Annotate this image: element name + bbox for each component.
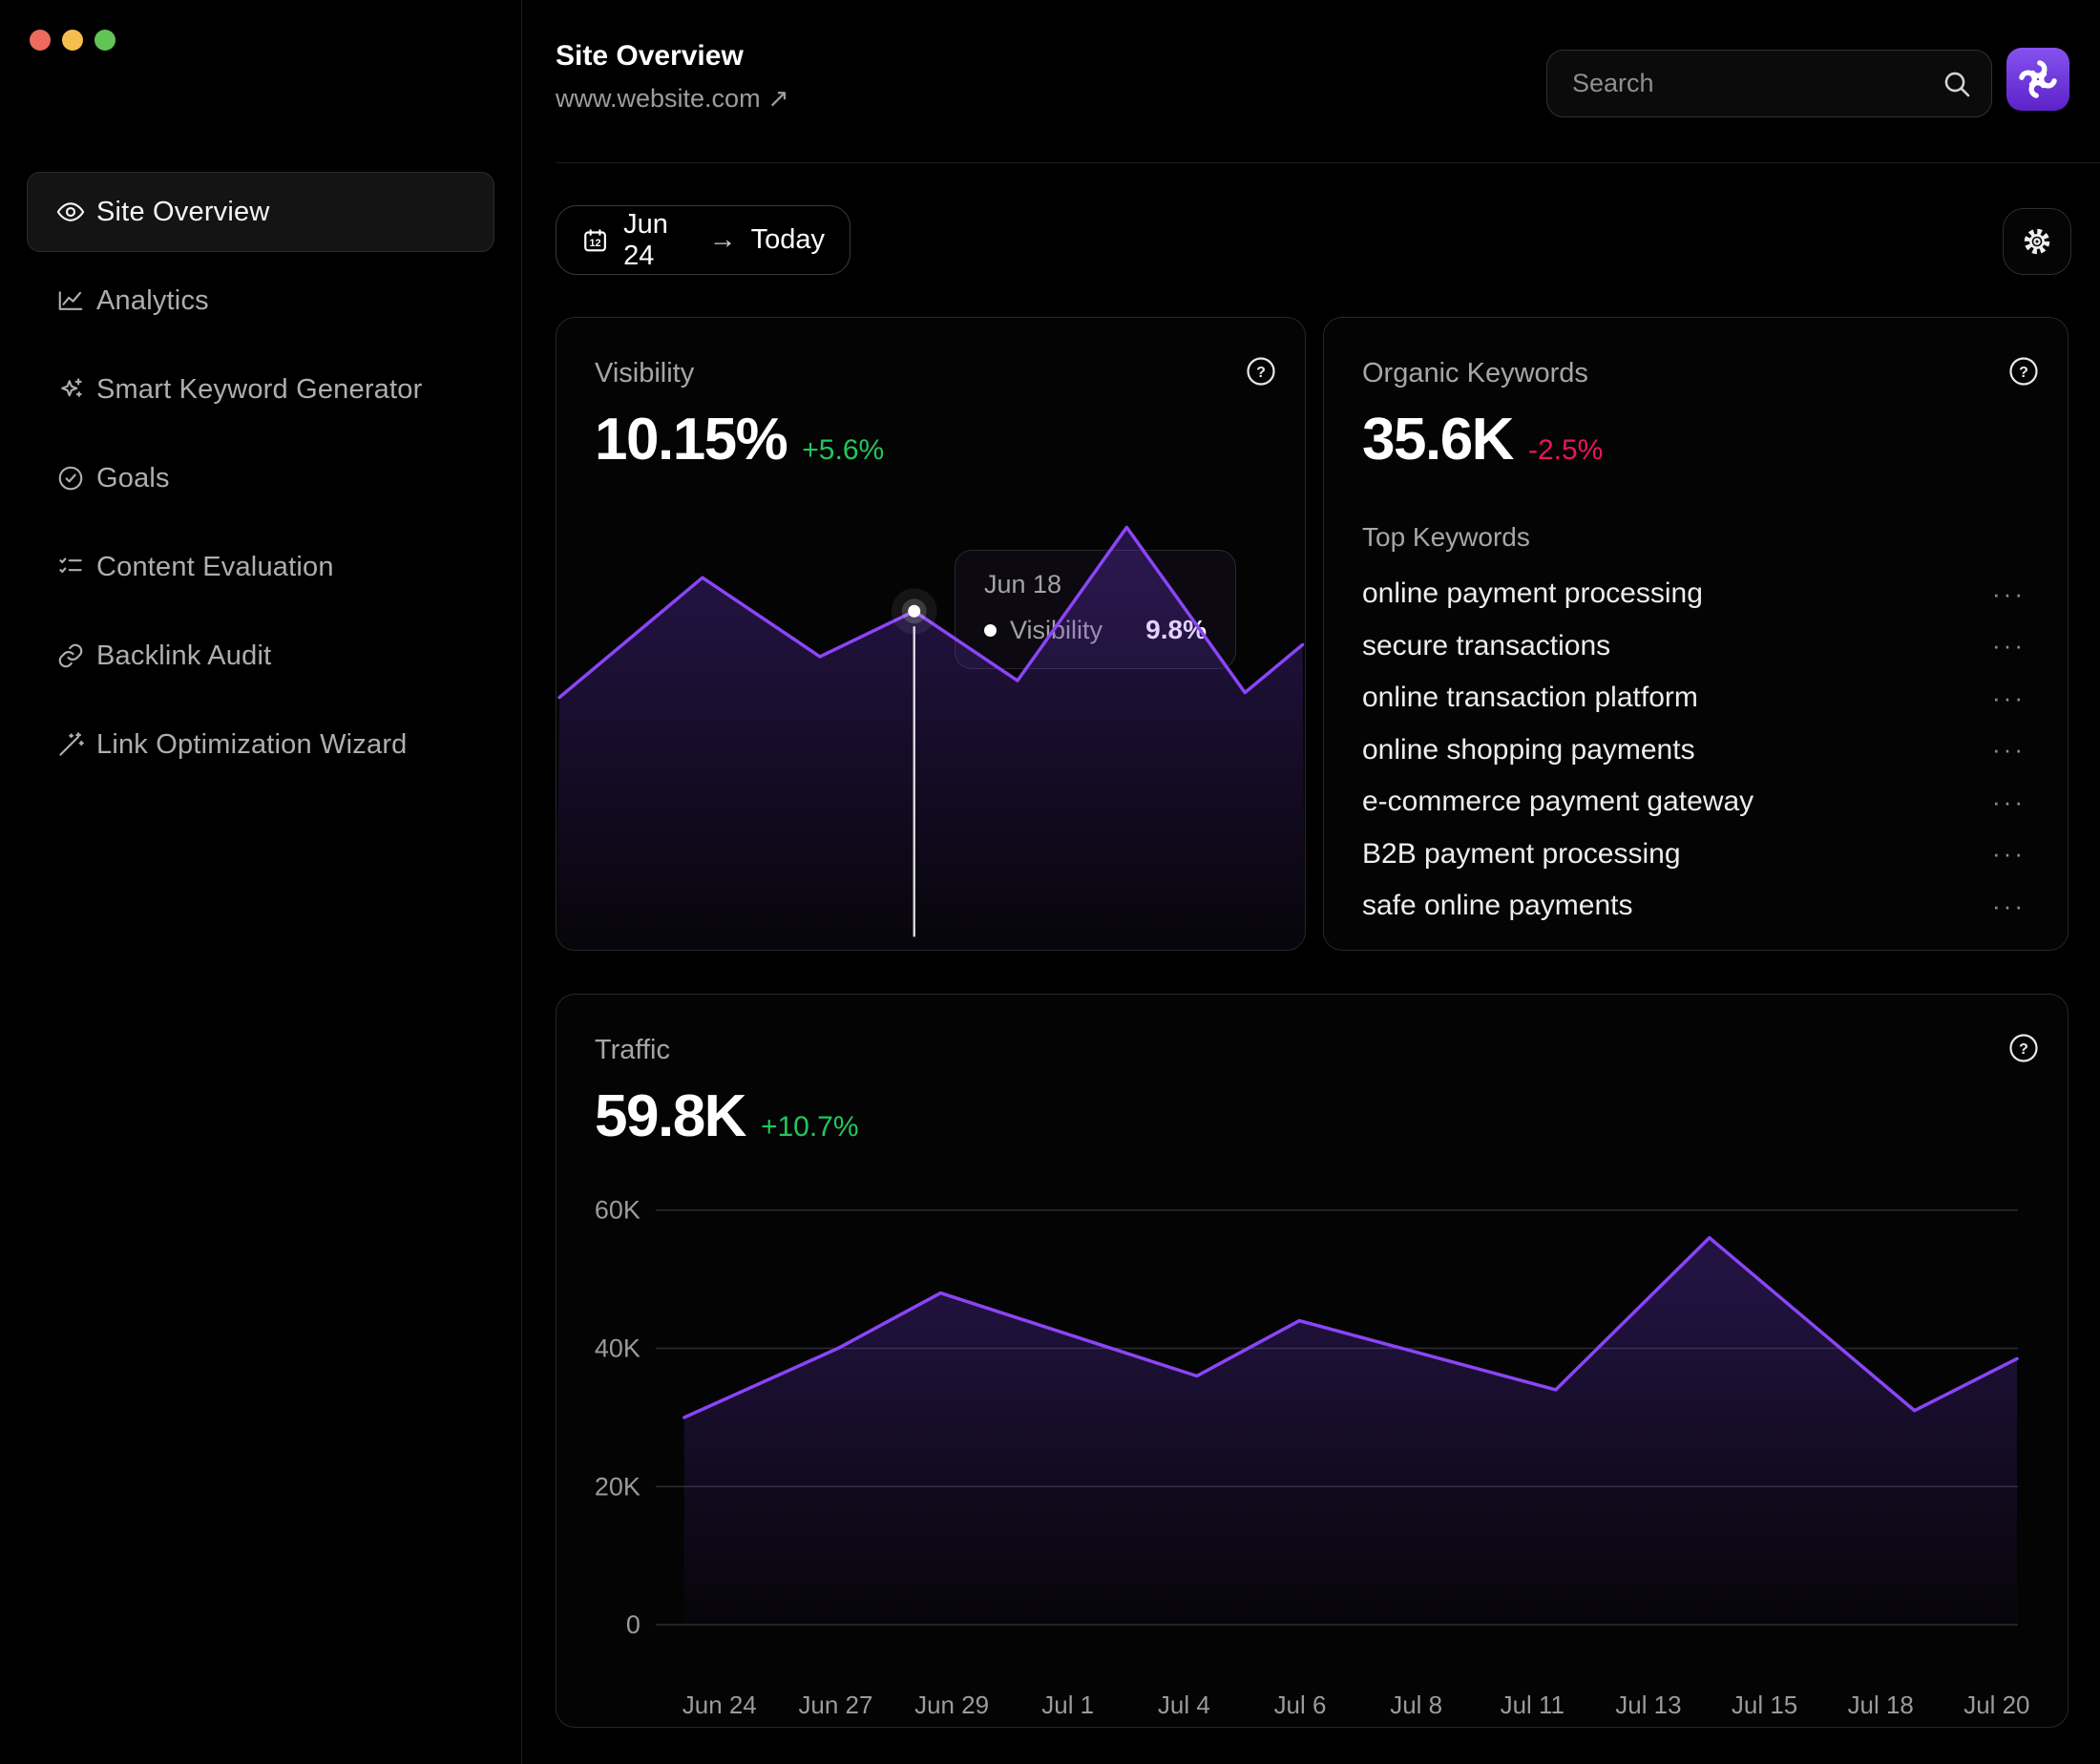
link-icon	[56, 641, 85, 670]
svg-text:Jun 27: Jun 27	[798, 1690, 872, 1719]
traffic-area-chart[interactable]: 0 20K 40K 60K Jun 24 Jun 27 Jun 29 Jul 1 Jul 4 Ju…	[556, 995, 2068, 1728]
keyword-row[interactable]: online shopping payments ···	[1324, 724, 2068, 777]
gear-icon	[2018, 222, 2056, 261]
external-link-icon: ↗	[767, 84, 789, 113]
organic-keywords-card: Organic Keywords ? 35.6K -2.5% Top Keywo…	[1323, 317, 2068, 951]
page-title: Site Overview	[556, 40, 744, 73]
calendar-day-number: 12	[589, 238, 600, 249]
traffic-light-close[interactable]	[30, 30, 51, 51]
tooltip-series: Visibility	[1010, 616, 1102, 645]
svg-text:Jul 8: Jul 8	[1390, 1690, 1442, 1719]
line-chart-icon	[56, 286, 85, 315]
keyword-row[interactable]: online transaction platform ···	[1324, 672, 2068, 724]
sidebar-item-label: Link Optimization Wizard	[96, 729, 408, 761]
site-url: www.website.com	[556, 84, 761, 113]
keyword-text: online transaction platform	[1362, 682, 1698, 714]
keyword-row[interactable]: secure transactions ···	[1324, 620, 2068, 673]
sidebar-item-link-optimization-wizard[interactable]: Link Optimization Wizard	[27, 704, 494, 785]
search-icon[interactable]	[1942, 69, 1972, 99]
traffic-light-zoom[interactable]	[94, 30, 116, 51]
sidebar-item-label: Analytics	[96, 285, 209, 317]
sidebar-item-label: Backlink Audit	[96, 640, 271, 672]
svg-text:Jul 6: Jul 6	[1274, 1690, 1327, 1719]
sidebar-item-label: Content Evaluation	[96, 552, 334, 583]
help-icon[interactable]: ?	[2008, 356, 2039, 387]
sidebar-item-content-evaluation[interactable]: Content Evaluation	[27, 527, 494, 607]
search-box	[1546, 50, 1992, 117]
sidebar-item-site-overview[interactable]: Site Overview	[27, 172, 494, 252]
site-url-link[interactable]: www.website.com ↗	[556, 84, 789, 114]
keyword-row[interactable]: e-commerce payment gateway ···	[1324, 776, 2068, 829]
keyword-row[interactable]: B2B payment processing ···	[1324, 829, 2068, 881]
sidebar-item-analytics[interactable]: Analytics	[27, 261, 494, 341]
traffic-card: Traffic ? 59.8K +10.7% 020K40K60KJun 24J…	[556, 994, 2068, 1728]
app-logo-button[interactable]	[2006, 48, 2069, 111]
svg-text:60K: 60K	[595, 1196, 640, 1225]
keyword-text: e-commerce payment gateway	[1362, 786, 1754, 818]
keyword-text: online payment processing	[1362, 578, 1703, 610]
date-range-picker[interactable]: 12 Jun 24 → Today	[556, 205, 850, 275]
sidebar-item-label: Goals	[96, 463, 170, 494]
sidebar: Site Overview Analytics Smart Keyword Ge…	[0, 0, 522, 1764]
keyword-row[interactable]: safe online payments ···	[1324, 880, 2068, 933]
app-window: Site Overview Analytics Smart Keyword Ge…	[0, 0, 2100, 1764]
traffic-light-minimize[interactable]	[62, 30, 83, 51]
wand-icon	[56, 730, 85, 759]
sidebar-nav: Site Overview Analytics Smart Keyword Ge…	[27, 172, 494, 793]
top-keywords-title: Top Keywords	[1362, 522, 1530, 553]
search-input[interactable]	[1547, 51, 1991, 116]
keyword-menu-icon[interactable]: ···	[1992, 788, 2026, 817]
svg-text:0: 0	[626, 1610, 640, 1639]
organic-card-title: Organic Keywords	[1362, 358, 1588, 389]
keyword-menu-icon[interactable]: ···	[1992, 683, 2026, 713]
svg-text:20K: 20K	[595, 1472, 640, 1501]
svg-text:Jul 18: Jul 18	[1848, 1690, 1914, 1719]
organic-keywords-delta: -2.5%	[1528, 434, 1603, 467]
svg-text:Jul 4: Jul 4	[1158, 1690, 1210, 1719]
organic-keywords-value: 35.6K	[1362, 406, 1513, 473]
header-divider	[556, 162, 2100, 163]
keyword-menu-icon[interactable]: ···	[1992, 631, 2026, 661]
date-end: Today	[751, 224, 825, 256]
sidebar-item-goals[interactable]: Goals	[27, 438, 494, 518]
svg-text:Jul 11: Jul 11	[1501, 1690, 1564, 1719]
keyword-menu-icon[interactable]: ···	[1992, 579, 2026, 609]
pinwheel-logo-icon	[2006, 48, 2069, 111]
keyword-text: B2B payment processing	[1362, 838, 1681, 871]
series-dot-icon	[984, 624, 997, 637]
arrow-right-icon: →	[709, 224, 737, 256]
top-keywords-list: online payment processing ··· secure tra…	[1324, 568, 2068, 933]
svg-text:?: ?	[2019, 365, 2028, 381]
svg-text:Jun 24: Jun 24	[682, 1690, 757, 1719]
keyword-text: secure transactions	[1362, 630, 1610, 662]
keyword-text: safe online payments	[1362, 890, 1633, 922]
visibility-card: Visibility ? 10.15% +5.6% Jun 18 Visibil…	[556, 317, 1306, 951]
tooltip-value: 9.8%	[1145, 615, 1207, 645]
svg-text:40K: 40K	[595, 1334, 640, 1363]
sidebar-item-backlink-audit[interactable]: Backlink Audit	[27, 616, 494, 696]
tooltip-date: Jun 18	[984, 570, 1207, 599]
svg-text:Jun 29: Jun 29	[914, 1690, 989, 1719]
chart-tooltip: Jun 18 Visibility 9.8%	[955, 550, 1236, 669]
svg-text:Jul 13: Jul 13	[1615, 1690, 1681, 1719]
sparkles-icon	[56, 375, 85, 404]
eye-icon	[56, 198, 85, 226]
keyword-text: online shopping payments	[1362, 734, 1695, 766]
visibility-chart[interactable]: Jun 18 Visibility 9.8%	[556, 318, 1305, 950]
checklist-icon	[56, 553, 85, 581]
keyword-row[interactable]: online payment processing ···	[1324, 568, 2068, 620]
svg-text:Jul 15: Jul 15	[1732, 1690, 1797, 1719]
keyword-menu-icon[interactable]: ···	[1992, 735, 2026, 765]
calendar-icon: 12	[581, 224, 609, 257]
svg-text:Jul 20: Jul 20	[1964, 1690, 2029, 1719]
svg-text:Jul 1: Jul 1	[1041, 1690, 1094, 1719]
settings-button[interactable]	[2003, 208, 2071, 275]
sidebar-item-smart-keyword-generator[interactable]: Smart Keyword Generator	[27, 349, 494, 430]
sidebar-item-label: Smart Keyword Generator	[96, 374, 422, 406]
keyword-menu-icon[interactable]: ···	[1992, 839, 2026, 869]
date-start: Jun 24	[623, 209, 695, 272]
sidebar-item-label: Site Overview	[96, 197, 270, 228]
keyword-menu-icon[interactable]: ···	[1992, 892, 2026, 921]
goal-icon	[56, 464, 85, 493]
